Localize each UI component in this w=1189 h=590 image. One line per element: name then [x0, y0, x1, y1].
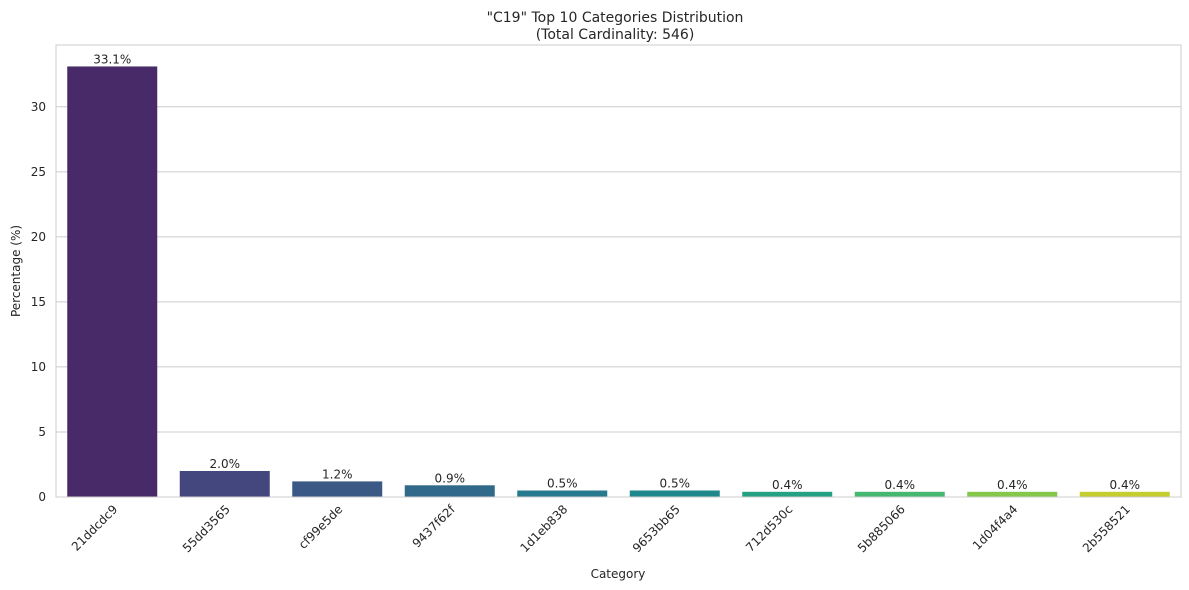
y-tick-labels: 0 5 10 15 20 25 30 — [31, 100, 46, 504]
bar-value-label: 0.4% — [885, 478, 916, 492]
x-axis-label: Category — [591, 567, 646, 581]
x-tick-label: 1d04f4a4 — [970, 502, 1020, 552]
x-tick-label: 5b885066 — [855, 502, 908, 555]
bar-5b885066 — [854, 491, 945, 497]
bars — [67, 66, 1170, 498]
y-tick-label: 0 — [38, 490, 46, 504]
bar-9437f62f — [404, 485, 495, 497]
bar-21ddcdc9 — [67, 66, 158, 498]
x-tick-label: 21ddcdc9 — [69, 502, 121, 554]
bar-1d1eb838 — [517, 490, 608, 497]
x-tick-labels: 21ddcdc9 55dd3565 cf99e5de 9437f62f 1d1eb838… — [69, 502, 1133, 556]
bar-value-label: 1.2% — [322, 467, 353, 481]
bar-value-label: 2.0% — [210, 457, 241, 471]
y-tick-label: 30 — [31, 100, 46, 114]
bar-value-label: 0.5% — [547, 476, 578, 490]
bar-1d04f4a4 — [967, 491, 1058, 497]
x-tick-label: 2b558521 — [1080, 502, 1133, 555]
bar-value-label: 0.4% — [1110, 478, 1141, 492]
bar-value-label: 0.9% — [435, 471, 466, 485]
grid-lines — [56, 106, 1181, 498]
x-tick-label: cf99e5de — [296, 502, 346, 552]
x-tick-label: 712d530c — [743, 502, 795, 554]
bar-55dd3565 — [179, 470, 270, 497]
bar-cf99e5de — [292, 481, 383, 497]
bar-value-label: 33.1% — [93, 52, 131, 66]
bar-value-label: 0.4% — [997, 478, 1028, 492]
chart-title-line1: "C19" Top 10 Categories Distribution — [487, 10, 744, 26]
plot-frame — [55, 44, 1182, 498]
x-tick-label: 55dd3565 — [180, 502, 233, 555]
y-tick-label: 10 — [31, 360, 46, 374]
x-tick-label: 9437f62f — [410, 502, 459, 551]
bar-value-label: 0.5% — [660, 476, 691, 490]
y-tick-label: 20 — [31, 230, 46, 244]
bar-9653bb65 — [629, 490, 720, 497]
chart-title-line2: (Total Cardinality: 546) — [536, 27, 695, 43]
y-tick-label: 25 — [31, 165, 46, 179]
bar-2b558521 — [1079, 491, 1170, 497]
x-tick-label: 1d1eb838 — [517, 502, 570, 555]
bar-value-labels: 33.1% 2.0% 1.2% 0.9% 0.5% 0.5% 0.4% 0.4% 0.4% 0.4… — [93, 52, 1140, 491]
x-tick-label: 9653bb65 — [630, 502, 683, 555]
y-axis-label: Percentage (%) — [9, 225, 23, 317]
bar-712d530c — [742, 491, 833, 497]
y-tick-label: 5 — [38, 425, 46, 439]
bar-value-label: 0.4% — [772, 478, 803, 492]
y-tick-label: 15 — [31, 295, 46, 309]
